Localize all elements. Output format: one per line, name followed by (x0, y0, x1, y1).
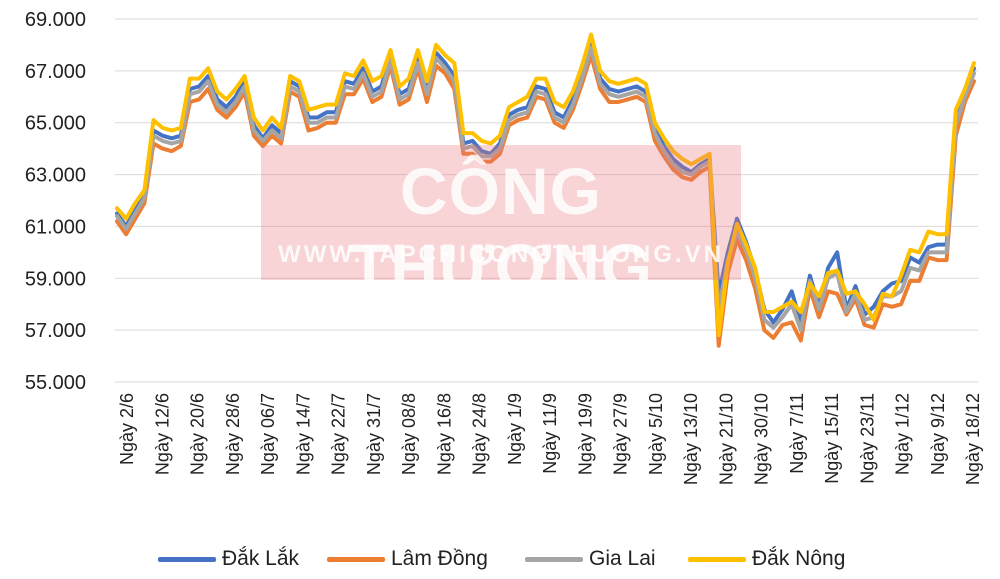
legend-item-dak-nong: Đắk Nông (688, 544, 845, 574)
x-tick-label: Ngày 19/9 (575, 393, 595, 475)
watermark-title: CÔNG THƯƠNG (348, 154, 654, 304)
legend-swatch-gia-lai (525, 556, 583, 562)
y-tick-label: 65.000 (25, 113, 86, 135)
y-tick-label: 61.000 (25, 216, 86, 238)
watermark-url: WWW.TAPCHICONGTHUONG.VN (278, 241, 724, 268)
legend: Đắk Lắk Lâm Đồng Gia Lai Đắk Nông (0, 544, 1000, 574)
y-tick-label: 69.000 (25, 9, 86, 31)
series-line-2 (115, 45, 976, 333)
x-tick-label: Ngày 27/9 (611, 393, 631, 475)
x-tick-label: Ngày 1/12 (893, 393, 913, 475)
x-tick-label: Ngày 16/8 (434, 393, 454, 475)
series-line-0 (115, 40, 976, 325)
x-tick-label: Ngày 9/12 (928, 393, 948, 475)
x-tick-label: Ngày 23/11 (857, 393, 877, 484)
x-tick-label: Ngày 30/10 (752, 393, 772, 485)
legend-label-gia-lai: Gia Lai (589, 547, 656, 570)
x-tick-label: Ngày 1/9 (505, 393, 525, 465)
x-tick-label: Ngày 08/8 (399, 393, 419, 475)
x-tick-label: Ngày 21/10 (716, 393, 736, 485)
series-lines (115, 32, 976, 348)
x-tick-label: Ngày 12/6 (152, 393, 172, 475)
legend-label-dak-lak: Đắk Lắk (222, 547, 300, 570)
x-tick-label: Ngày 5/10 (646, 393, 666, 475)
y-tick-label: 57.000 (25, 320, 86, 342)
x-tick-label: Ngày 24/8 (470, 393, 490, 475)
series-line-3 (115, 32, 976, 338)
legend-swatch-lam-dong (327, 556, 385, 562)
x-tick-label: Ngày 28/6 (223, 393, 243, 475)
x-tick-label: Ngày 14/7 (293, 393, 313, 475)
legend-label-dak-nong: Đắk Nông (752, 547, 846, 570)
y-tick-label: 63.000 (25, 165, 86, 187)
legend-item-gia-lai: Gia Lai (525, 544, 656, 574)
watermark: CÔNG THƯƠNG WWW.TAPCHICONGTHUONG.VN (261, 145, 741, 304)
legend-item-dak-lak: Đắk Lắk (158, 544, 299, 574)
legend-label-lam-dong: Lâm Đồng (391, 547, 488, 570)
x-tick-label: Ngày 22/7 (329, 393, 349, 475)
x-tick-label: Ngày 31/7 (364, 393, 384, 475)
x-tick-label: Ngày 7/11 (787, 393, 807, 474)
legend-swatch-dak-lak (158, 556, 216, 562)
y-tick-label: 67.000 (25, 61, 86, 83)
x-tick-label: Ngày 13/10 (681, 393, 701, 485)
y-axis: 55.000 57.000 59.000 61.000 63.000 65.000 67.0… (25, 9, 86, 394)
x-tick-label: Ngày 06/7 (258, 393, 278, 475)
x-tick-label: Ngày 2/6 (117, 393, 137, 465)
x-tick-label: Ngày 18/12 (963, 393, 983, 485)
legend-swatch-dak-nong (688, 556, 746, 562)
y-tick-label: 55.000 (25, 372, 86, 394)
legend-item-lam-dong: Lâm Đồng (327, 544, 488, 574)
x-tick-label: Ngày 11/9 (540, 393, 560, 474)
x-tick-label: Ngày 20/6 (188, 393, 208, 475)
x-tick-label: Ngày 15/11 (822, 393, 842, 484)
y-tick-label: 59.000 (25, 268, 86, 290)
x-axis: Ngày 2/6 Ngày 12/6 Ngày 20/6 Ngày 28/6 Ngày … (117, 393, 983, 485)
